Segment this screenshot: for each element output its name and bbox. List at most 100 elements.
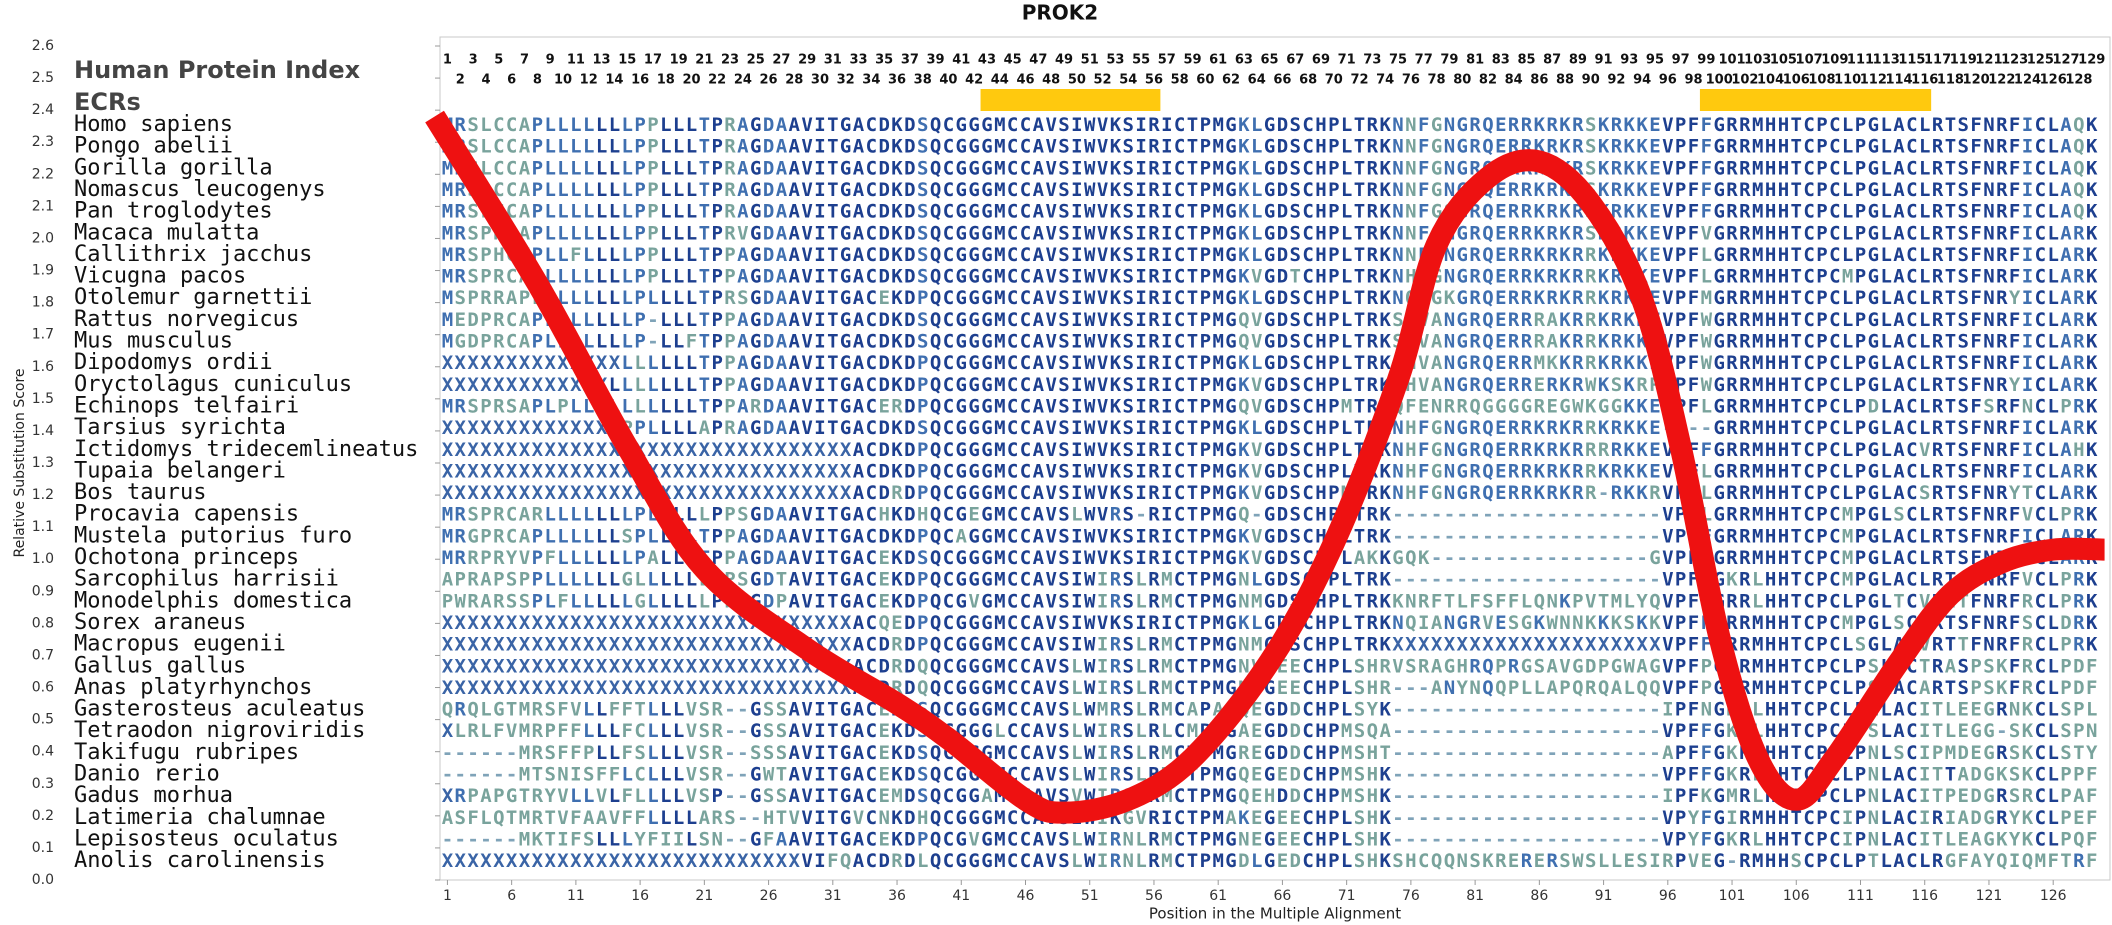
residue: X — [583, 655, 595, 677]
residue: K — [1585, 611, 1597, 633]
residue: D — [763, 114, 774, 136]
residue: P — [776, 590, 787, 612]
residue: G — [968, 178, 979, 200]
residue: T — [1945, 265, 1956, 287]
human-index-label: 71 — [1338, 53, 1356, 68]
residue: C — [1302, 785, 1313, 807]
residue: G — [1457, 308, 1468, 330]
residue: K — [1238, 200, 1250, 222]
residue: - — [1559, 785, 1570, 807]
residue: I — [814, 135, 825, 157]
residue: T — [1187, 676, 1198, 698]
residue: L — [686, 590, 697, 612]
residue: G — [1264, 547, 1275, 569]
residue: L — [2047, 698, 2058, 720]
residue: - — [1559, 698, 1570, 720]
residue: F — [2086, 785, 2097, 807]
residue: M — [1341, 720, 1352, 742]
residue: C — [943, 330, 954, 352]
residue: V — [801, 850, 812, 872]
residue: N — [1868, 828, 1879, 850]
residue: L — [2047, 438, 2058, 460]
residue: S — [1290, 352, 1301, 374]
residue: P — [1675, 114, 1686, 136]
residue: X — [442, 720, 454, 742]
residue: R — [1546, 417, 1558, 439]
residue: X — [506, 438, 518, 460]
residue: P — [1200, 763, 1211, 785]
residue: A — [789, 157, 801, 179]
residue: I — [2022, 352, 2033, 374]
residue: G — [840, 114, 851, 136]
residue: S — [1290, 633, 1301, 655]
residue: R — [1932, 460, 1944, 482]
residue: F — [1701, 438, 1712, 460]
residue: D — [904, 503, 915, 525]
residue: K — [891, 200, 903, 222]
residue: L — [583, 135, 594, 157]
residue: A — [789, 265, 801, 287]
residue: L — [622, 828, 633, 850]
x-tick-label: 11 — [567, 888, 585, 904]
residue: G — [1225, 135, 1236, 157]
residue: R — [1546, 287, 1558, 309]
residue: L — [1341, 265, 1352, 287]
residue: P — [544, 720, 555, 742]
residue: A — [737, 373, 749, 395]
residue: T — [1945, 395, 1956, 417]
residue: G — [750, 200, 761, 222]
residue: H — [1315, 438, 1326, 460]
residue: E — [878, 698, 889, 720]
residue: P — [1816, 417, 1827, 439]
residue: L — [1135, 763, 1146, 785]
residue: I — [814, 222, 825, 244]
residue: - — [1636, 547, 1647, 569]
residue: H — [1315, 373, 1326, 395]
residue: H — [1315, 850, 1326, 872]
residue: C — [1020, 525, 1031, 547]
residue: - — [1457, 698, 1468, 720]
residue: K — [1598, 330, 1610, 352]
residue: X — [570, 438, 582, 460]
residue: R — [493, 287, 505, 309]
residue: R — [1457, 395, 1469, 417]
residue: P — [1855, 417, 1866, 439]
residue: R — [1367, 568, 1379, 590]
residue: R — [2073, 330, 2085, 352]
residue: L — [1842, 287, 1853, 309]
residue: L — [1880, 611, 1891, 633]
residue: A — [519, 308, 531, 330]
residue: I — [2022, 265, 2033, 287]
residue: V — [570, 698, 581, 720]
residue: P — [647, 114, 658, 136]
residue: D — [1277, 720, 1288, 742]
residue: P — [634, 547, 645, 569]
residue: Q — [930, 655, 941, 677]
residue: G — [956, 114, 967, 136]
residue: X — [609, 460, 621, 482]
residue: - — [1585, 720, 1596, 742]
residue: A — [789, 741, 801, 763]
residue: P — [1675, 676, 1686, 698]
human-index-label: 62 — [1222, 73, 1240, 88]
residue: R — [2022, 676, 2034, 698]
residue: P — [1970, 655, 1981, 677]
residue: K — [891, 438, 903, 460]
residue: L — [660, 157, 671, 179]
residue: G — [956, 806, 967, 828]
residue: X — [557, 373, 569, 395]
residue: D — [1277, 741, 1288, 763]
residue: A — [1033, 590, 1045, 612]
residue: P — [1675, 568, 1686, 590]
residue: L — [647, 806, 658, 828]
residue: M — [442, 222, 453, 244]
residue: L — [1341, 590, 1352, 612]
residue: - — [1649, 741, 1660, 763]
residue: L — [2047, 741, 2058, 763]
residue: S — [1123, 482, 1134, 504]
residue: A — [1893, 482, 1905, 504]
residue: A — [737, 417, 749, 439]
residue: K — [1379, 243, 1391, 265]
residue: D — [763, 590, 774, 612]
residue: P — [711, 114, 722, 136]
